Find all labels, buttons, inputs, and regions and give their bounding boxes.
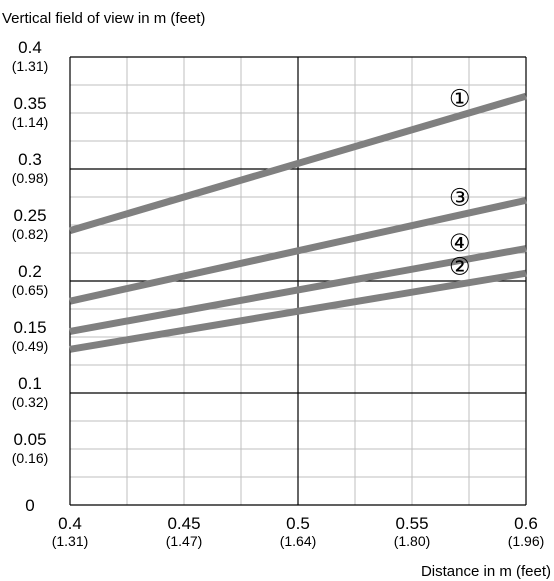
y-tick-label: 0.05	[13, 430, 46, 449]
series-markers: ① ② ③ ④	[449, 84, 471, 280]
x-tick-label: 0.55	[395, 514, 428, 533]
y-tick-sublabel: (0.32)	[12, 394, 49, 410]
x-axis-ticks: 0.4(1.31) 0.45(1.47) 0.5(1.64) 0.55(1.80) 0.…	[52, 514, 545, 549]
y-tick-sublabel: (0.65)	[12, 282, 49, 298]
x-tick-label: 0.45	[167, 514, 200, 533]
x-tick-label: 0.4	[58, 514, 82, 533]
y-axis-title: Vertical field of view in m (feet)	[2, 10, 205, 27]
x-tick-sublabel: (1.31)	[52, 533, 89, 549]
series-marker-3: ③	[449, 183, 471, 211]
y-tick-label: 0.35	[13, 94, 46, 113]
series-lines	[69, 92, 527, 353]
x-tick-sublabel: (1.80)	[394, 533, 431, 549]
series-marker-1: ①	[449, 84, 471, 112]
series-line-1	[69, 92, 527, 234]
y-tick-sublabel: (0.98)	[12, 170, 49, 186]
y-axis-ticks: 0 0.05(0.16) 0.1(0.32) 0.15(0.49) 0.2(0.65) 0…	[12, 38, 49, 515]
x-tick-sublabel: (1.64)	[280, 533, 317, 549]
y-tick-sublabel: (1.14)	[12, 114, 49, 130]
y-tick-sublabel: (0.16)	[12, 450, 49, 466]
y-tick-label: 0.2	[18, 262, 42, 281]
y-tick-label: 0	[25, 496, 34, 515]
x-axis-title: Distance in m (feet)	[421, 563, 551, 580]
y-tick-label: 0.15	[13, 318, 46, 337]
grid	[69, 56, 527, 506]
x-tick-sublabel: (1.47)	[166, 533, 203, 549]
y-tick-label: 0.3	[18, 150, 42, 169]
y-tick-sublabel: (0.49)	[12, 338, 49, 354]
series-marker-4: ④	[449, 229, 471, 257]
series-line-3	[69, 196, 527, 305]
series-line-4	[69, 245, 527, 335]
y-tick-label: 0.25	[13, 206, 46, 225]
y-tick-sublabel: (0.82)	[12, 226, 49, 242]
series-marker-2: ②	[449, 253, 471, 281]
series-line-2	[69, 269, 527, 353]
y-tick-sublabel: (1.31)	[12, 58, 49, 74]
y-tick-label: 0.4	[18, 38, 42, 57]
y-tick-label: 0.1	[18, 374, 42, 393]
x-tick-label: 0.6	[514, 514, 538, 533]
x-tick-sublabel: (1.96)	[508, 533, 545, 549]
x-tick-label: 0.5	[286, 514, 310, 533]
